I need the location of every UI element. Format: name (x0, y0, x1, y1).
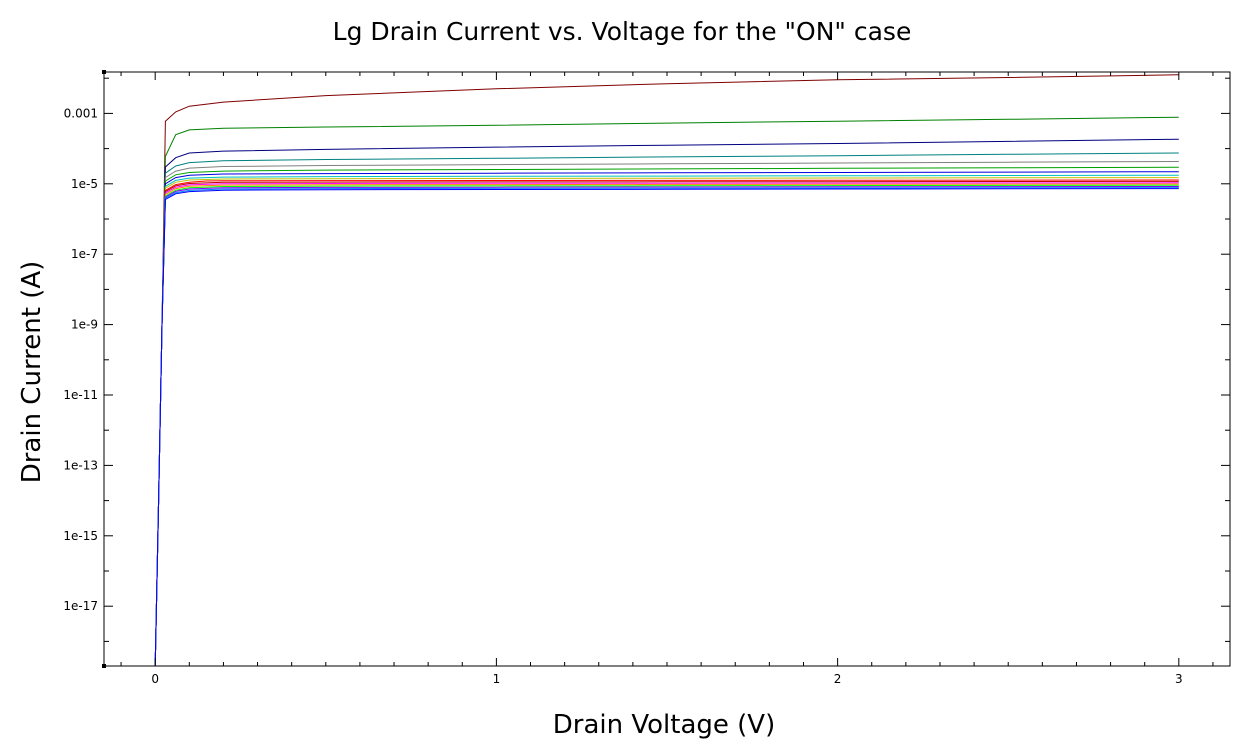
series-line-10 (154, 179, 1179, 667)
x-axis-label: Drain Voltage (V) (553, 710, 775, 740)
y-tick-label: 0.001 (64, 106, 98, 120)
series-line-8 (154, 174, 1179, 667)
series-line-4 (154, 152, 1179, 667)
x-axis: 0 1 2 3 (120, 72, 1214, 686)
series-layer (154, 74, 1179, 667)
y-tick-label: 1e-5 (71, 177, 98, 191)
x-tick-label: 3 (1175, 672, 1183, 686)
series-line-14 (154, 184, 1179, 667)
series-line-5 (154, 161, 1179, 667)
series-line-3 (154, 138, 1179, 667)
series-line-15 (154, 186, 1179, 667)
series-line-11 (154, 180, 1179, 667)
corner-marker (102, 70, 106, 74)
y-tick-label: 1e-7 (71, 247, 98, 261)
series-line-9 (154, 177, 1179, 667)
series-line-12 (154, 182, 1179, 667)
chart-title: Lg Drain Current vs. Voltage for the "ON… (333, 17, 912, 46)
series-line-16 (154, 187, 1179, 667)
y-tick-label: 1e-9 (71, 318, 98, 332)
y-axis: 1e-17 1e-15 1e-13 1e-11 1e-9 1e-7 1e-5 0.001 (63, 70, 1230, 668)
series-line-6 (154, 166, 1179, 667)
series-line-17 (154, 188, 1179, 667)
series-line-2 (154, 116, 1179, 667)
series-line-7 (154, 171, 1179, 667)
x-tick-label: 1 (493, 672, 501, 686)
y-tick-label: 1e-11 (63, 388, 98, 402)
y-tick-label: 1e-13 (63, 458, 98, 472)
corner-marker (102, 664, 106, 668)
y-tick-label: 1e-17 (63, 599, 98, 613)
y-axis-label: Drain Current (A) (17, 261, 47, 484)
series-line-13 (154, 183, 1179, 667)
x-tick-label: 0 (151, 672, 159, 686)
x-tick-label: 2 (834, 672, 842, 686)
y-tick-label: 1e-15 (63, 529, 98, 543)
plot-frame (103, 71, 1231, 667)
